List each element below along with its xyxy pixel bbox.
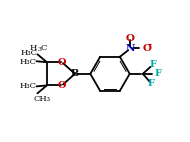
Text: H₃C: H₃C bbox=[19, 82, 36, 90]
Text: H₃C: H₃C bbox=[20, 49, 37, 57]
Text: O: O bbox=[57, 58, 66, 67]
Text: F: F bbox=[149, 60, 156, 69]
Text: O: O bbox=[57, 81, 66, 90]
Text: O: O bbox=[126, 34, 135, 42]
Text: F: F bbox=[154, 69, 162, 78]
Text: CH₃: CH₃ bbox=[33, 95, 50, 103]
Text: 3: 3 bbox=[37, 47, 41, 52]
Text: B: B bbox=[71, 69, 79, 78]
Text: C: C bbox=[41, 43, 47, 52]
Text: H₃C: H₃C bbox=[19, 58, 36, 66]
Text: O: O bbox=[142, 44, 151, 53]
Text: N: N bbox=[125, 44, 135, 53]
Text: -: - bbox=[147, 40, 151, 50]
Text: H: H bbox=[30, 44, 37, 52]
Text: F: F bbox=[148, 79, 155, 88]
